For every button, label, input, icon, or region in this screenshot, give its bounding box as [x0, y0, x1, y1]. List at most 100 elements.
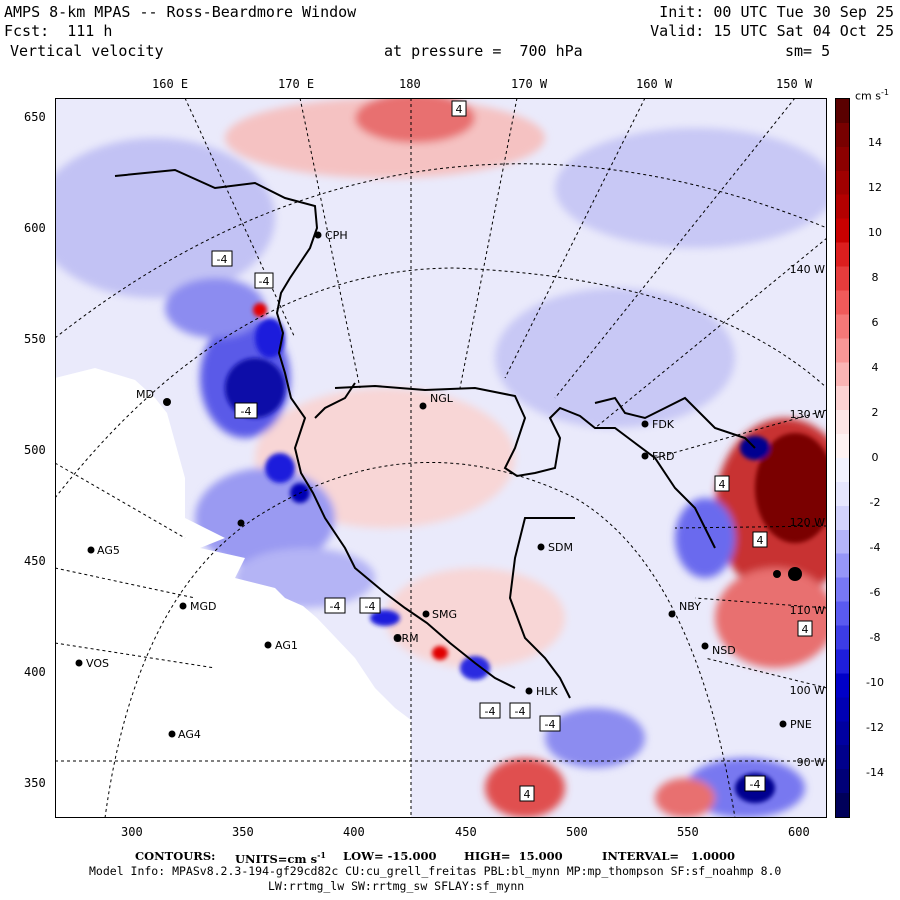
station-dot-east-a: [788, 567, 802, 581]
coast-west-ice-shelf: [314, 382, 356, 419]
weak-blue-east: [495, 288, 735, 428]
x-tick-550: 550: [677, 825, 699, 839]
y-tick-350: 350: [24, 776, 46, 790]
colorbar-units-exp: -1: [881, 88, 889, 97]
x-tick-350: 350: [232, 825, 254, 839]
no-data-region: [55, 368, 411, 818]
valid-time: Valid: 15 UTC Sat 04 Oct 25: [650, 22, 894, 40]
coast-transantarctic: [508, 517, 575, 699]
station-label-fdk: FDK: [652, 418, 675, 431]
colorbar: [835, 98, 850, 818]
y-tick-400: 400: [24, 665, 46, 679]
station-dot-smg: [422, 610, 430, 618]
lon-label-160e: 160 E: [152, 77, 189, 91]
extremum-box: 4: [797, 620, 813, 637]
x-tick-500: 500: [566, 825, 588, 839]
extremum-box: -4: [234, 402, 258, 419]
station-markers: [75, 231, 802, 738]
extremum-label: -4: [485, 705, 496, 718]
colorbar-label: 10: [868, 226, 882, 239]
map-plot: CPH NGL MD FDK FRD SDM AG5 MGD AG1 VOS A…: [55, 98, 827, 818]
station-dot-hlk: [525, 687, 533, 695]
colorbar-label: 14: [868, 136, 882, 149]
extremum-label: -4: [217, 253, 228, 266]
footer-contours: CONTOURS:: [135, 849, 216, 863]
smoothing: sm= 5: [785, 42, 831, 60]
station-label-vos: VOS: [86, 657, 109, 670]
y-tick-650: 650: [24, 110, 46, 124]
latitude-circle-outer: [55, 163, 827, 339]
strong-blue-coast-c: [265, 453, 295, 483]
y-tick-500: 500: [24, 443, 46, 457]
colorbar-label: 2: [871, 406, 879, 419]
colorbar-label: -6: [869, 586, 881, 599]
weak-red-shelf: [385, 568, 565, 668]
meridian-100w: [704, 657, 827, 689]
station-label-ag4: AG4: [178, 728, 201, 741]
station-label-hlk: HLK: [536, 685, 558, 698]
map-title: AMPS 8-km MPAS -- Ross-Beardmore Window: [4, 3, 357, 21]
pressure-level: at pressure = 700 hPa: [384, 42, 583, 60]
station-label-frd: FRD: [652, 450, 674, 463]
meridian-140w: [594, 237, 827, 429]
colorbar-units-text: cm s: [855, 89, 881, 103]
station-dot-frd: [641, 452, 649, 460]
extremum-box: -4: [744, 775, 766, 792]
station-dot-ag1: [264, 641, 272, 649]
station-dot-mgd: [179, 602, 187, 610]
extremum-label: 4: [524, 788, 531, 801]
blue-east-edge: [675, 498, 735, 578]
extremum-box: 4: [714, 475, 730, 492]
extremum-box: -4: [539, 715, 561, 732]
extremum-label: 4: [719, 478, 726, 491]
colorbar-label: -14: [866, 766, 884, 779]
blue-inland: [165, 278, 265, 338]
lon-label-100w: 100 W: [790, 684, 825, 697]
extremum-box: -4: [359, 597, 381, 614]
station-dot-sdm: [537, 543, 545, 551]
station-label-md: MD: [136, 388, 154, 401]
station-dot-md: [163, 398, 171, 406]
y-tick-600: 600: [24, 221, 46, 235]
footer-interval: INTERVAL= 1.0000: [602, 849, 736, 863]
station-label-pne: PNE: [790, 718, 812, 731]
station-label-grm: GRM: [393, 632, 419, 645]
red-maximum-north: [355, 98, 475, 143]
meridian-west-c: [55, 642, 216, 669]
colorbar-label: 6: [871, 316, 879, 329]
colorbar-label: 4: [871, 361, 879, 374]
extremum-box: 4: [451, 100, 467, 117]
station-dot-grm: [394, 634, 402, 642]
strong-blue-coast-b: [255, 318, 285, 358]
station-dot-nsd: [701, 642, 709, 650]
lon-label-90w: 90 W: [797, 756, 825, 769]
station-dot-ag5: [87, 546, 95, 554]
extremum-label: -4: [259, 275, 270, 288]
colorbar-label: -12: [866, 721, 884, 734]
colorbar-label: -2: [869, 496, 881, 509]
extremum-label: -4: [545, 718, 556, 731]
latitude-circle-inner: [104, 462, 736, 818]
extremum-label: 4: [757, 534, 764, 547]
coast-victoria-land: [114, 168, 516, 689]
station-dot-ag4: [168, 730, 176, 738]
footer-units: UNITS=cm s-1: [235, 851, 326, 865]
lon-label-120w: 120 W: [790, 516, 825, 529]
extremum-label: -4: [330, 600, 341, 613]
station-dot-ngl: [419, 402, 427, 410]
strong-blue-shelf-a: [460, 656, 490, 680]
station-dot-cph: [314, 231, 322, 239]
colorbar-label: -8: [869, 631, 881, 644]
footer-model-info: Model Info: MPASv8.2.3-194-gf29cd82c CU:…: [89, 864, 782, 878]
lon-label-150w: 150 W: [776, 77, 813, 91]
weak-blue-northeast: [555, 128, 827, 248]
colorbar-label: 0: [871, 451, 879, 464]
lon-label-170w: 170 W: [511, 77, 548, 91]
meridian-150w: [554, 98, 796, 399]
station-label-ag5: AG5: [97, 544, 120, 557]
colorbar-label: 12: [868, 181, 882, 194]
footer-units-text: UNITS=cm s: [235, 851, 318, 866]
red-east-south: [715, 568, 827, 668]
extrema-labels: -4 -4 -4 -4 -4 -4 -4 -4 4 4 4 4 4 -4: [211, 100, 813, 802]
station-label-ag1: AG1: [275, 639, 298, 652]
